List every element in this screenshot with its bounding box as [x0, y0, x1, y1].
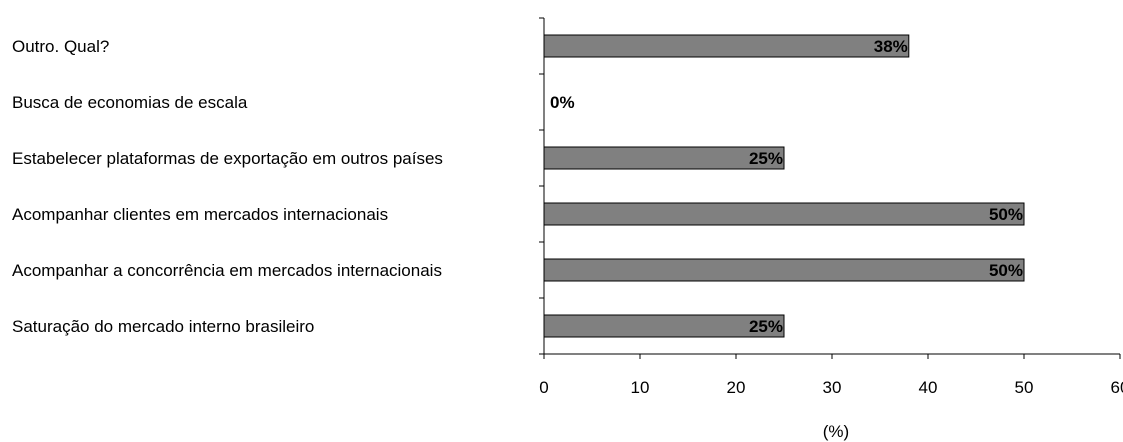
y-axis [539, 17, 545, 355]
x-tick-label: 40 [919, 378, 938, 397]
x-tick-label: 60 [1111, 378, 1123, 397]
data-label: 25% [749, 317, 783, 336]
data-label: 50% [989, 261, 1023, 280]
data-label: 25% [749, 149, 783, 168]
x-tick-label: 50 [1015, 378, 1034, 397]
category-labels: Outro. Qual? Busca de economias de escala… [12, 37, 443, 336]
bar [543, 202, 1025, 226]
category-label: Busca de economias de escala [12, 93, 248, 112]
x-tick-label: 20 [727, 378, 746, 397]
bar [543, 34, 910, 58]
data-label: 0% [550, 93, 575, 112]
x-tick-label: 30 [823, 378, 842, 397]
category-label: Acompanhar a concorrência em mercados in… [12, 261, 442, 280]
x-axis-title: (%) [823, 422, 849, 441]
x-tick-label: 10 [631, 378, 650, 397]
data-label: 50% [989, 205, 1023, 224]
category-label: Saturação do mercado interno brasileiro [12, 317, 314, 336]
bars [543, 34, 1025, 338]
value-labels: 38% 0% 25% 50% 50% 25% [550, 37, 1023, 336]
x-axis: 0 10 20 30 40 50 60 [539, 353, 1123, 397]
category-label: Acompanhar clientes em mercados internac… [12, 205, 388, 224]
category-label: Outro. Qual? [12, 37, 109, 56]
data-label: 38% [874, 37, 908, 56]
category-label: Estabelecer plataformas de exportação em… [12, 149, 443, 168]
x-tick-label: 0 [539, 378, 548, 397]
bar [543, 258, 1025, 282]
